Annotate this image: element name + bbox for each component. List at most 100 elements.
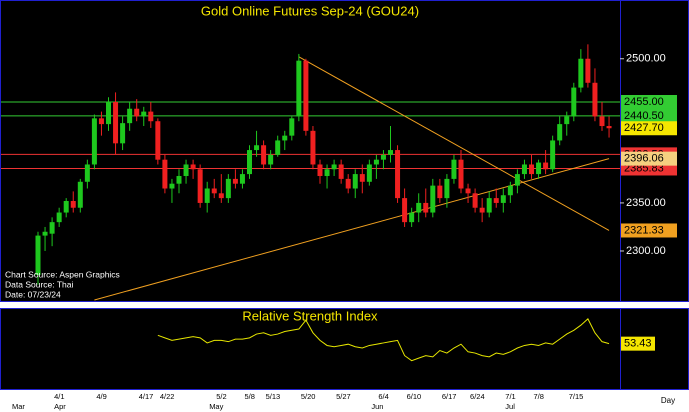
x-tick-label: 5/13 [266,392,281,401]
candle-body [254,145,260,151]
x-tick-label: 7/1 [505,392,515,401]
candle-body [500,195,506,203]
candle-body [486,198,492,213]
candle-body [543,162,549,170]
main-panel [0,0,689,302]
x-tick-label: 4/22 [160,392,175,401]
candle-body [373,159,379,165]
trendline [94,158,610,301]
rsi-panel [0,308,689,390]
x-tick-label: 4/17 [139,392,154,401]
candle-body [113,102,119,144]
level-label: 2427.70 [624,122,664,134]
candle-body [521,164,527,175]
candle-body [225,178,231,199]
candle-body [275,140,281,155]
x-tick-label: 5/27 [336,392,351,401]
x-tick-label: 4/9 [96,392,106,401]
candle-body [388,150,393,155]
month-label: Jun [371,402,383,411]
rsi-label-box [621,336,655,351]
candle-body [317,164,323,177]
candle-body [282,135,288,141]
candle-body [106,102,111,125]
candle-body [169,183,175,189]
candle-body [239,174,245,184]
candle-body [430,185,436,213]
candle-body [91,118,97,165]
trendline [298,56,610,231]
month-label: Jul [505,402,515,411]
candle-body [35,235,41,276]
candle-body [437,185,443,199]
candle-body [197,169,203,203]
candle-body [148,111,154,122]
candle-body [451,159,457,179]
level-label-box [621,121,677,136]
y-tick-label: 2300.00 [626,245,666,257]
candle-body [352,174,358,189]
x-tick-label: 7/15 [569,392,584,401]
candle-body [42,231,48,236]
x-tick-label: 6/4 [378,392,388,401]
candle-body [155,121,161,160]
level-label-box [621,108,677,123]
candle-body [465,188,471,194]
candle-body [564,116,570,125]
x-tick-label: 6/24 [470,392,485,401]
candle-body [458,159,464,189]
x-tick-label: 6/10 [407,392,422,401]
candle-body [380,154,386,160]
month-label: May [209,402,223,411]
candle-body [303,60,309,131]
candle-body [599,116,605,127]
candle-body [63,201,69,213]
chart-title: Gold Online Futures Sep-24 (GOU24) [201,3,419,18]
candle-body [585,58,591,83]
candle-body [529,164,534,175]
candle-body [395,150,401,199]
month-label: Mar [12,402,25,411]
x-tick-label: 5/8 [244,392,254,401]
candle-body [338,164,344,179]
candle-body [134,108,140,117]
month-label: Apr [54,402,66,411]
candle-body [507,185,513,196]
candle-body [183,164,189,177]
candle-body [218,193,224,199]
candle-body [345,178,351,189]
candle-body [162,159,168,189]
source-note: Chart Source: Aspen Graphics [5,269,120,279]
trend-label-box [621,223,677,238]
candle-body [77,181,83,208]
x-axis-label: Day [661,396,675,405]
candle-body [557,124,563,141]
x-tick-label: 5/2 [216,392,226,401]
rsi-label: 53.43 [624,338,652,350]
candle-body [571,87,577,117]
candle-body [261,145,267,165]
candle-body [190,164,196,170]
candle-body [204,188,210,203]
candle-body [493,198,499,203]
trend-label: 2396.06 [624,153,664,165]
candle-body [289,118,295,136]
candle-body [578,58,584,88]
x-tick-label: 5/20 [301,392,316,401]
candle-body [127,108,133,124]
candle-body [359,174,365,182]
candle-body [211,188,217,194]
candle-body [268,154,274,165]
candle-body [472,193,478,208]
candle-body [176,176,182,184]
candle-body [70,201,76,208]
candle-body [120,123,126,144]
candle-body [141,111,147,117]
candle-body [324,169,330,177]
candle-body [296,60,302,117]
candle-body [247,150,252,175]
x-tick-label: 4/1 [54,392,64,401]
y-tick-label: 2350.00 [626,197,666,209]
candle-body [514,174,520,186]
